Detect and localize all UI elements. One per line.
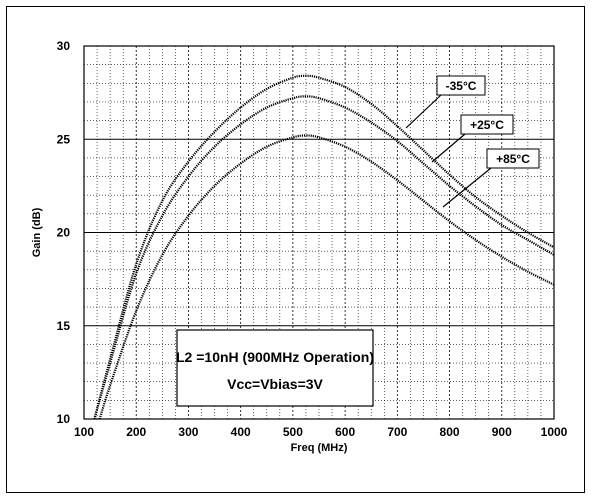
x-tick-label: 800 bbox=[440, 425, 460, 439]
x-axis-title: Freq (MHz) bbox=[291, 442, 348, 454]
x-tick-label: 1000 bbox=[541, 425, 568, 439]
annotation-line-bias: Vcc=Vbias=3V bbox=[227, 376, 323, 392]
x-tick-label: 400 bbox=[231, 425, 251, 439]
series-plus85c-line bbox=[98, 134, 555, 420]
label-plus85c-leader bbox=[442, 167, 492, 208]
annotation-rect bbox=[176, 329, 374, 407]
x-tick-label: 200 bbox=[126, 425, 146, 439]
label-plus85c: +85°C bbox=[496, 152, 530, 166]
series-minus35c-line bbox=[93, 74, 555, 420]
y-axis-title: Gain (dB) bbox=[31, 207, 43, 257]
y-tick-label: 15 bbox=[57, 319, 71, 333]
label-minus35c-leader bbox=[405, 94, 442, 129]
x-tick-label: 900 bbox=[492, 425, 512, 439]
x-tick-label: 100 bbox=[74, 425, 94, 439]
x-tick-label: 300 bbox=[178, 425, 198, 439]
y-tick-label: 10 bbox=[57, 412, 71, 426]
annotation-line-inductor: L2 =10nH (900MHz Operation) bbox=[176, 349, 374, 365]
y-tick-label: 25 bbox=[57, 132, 71, 146]
label-minus35c: -35°C bbox=[446, 79, 477, 93]
label-plus25c-box bbox=[460, 114, 514, 135]
tick-labels: 100 200 300 400 500 600 700 800 900 1000 10 15 20 25 3… bbox=[57, 39, 568, 439]
plot-area-border bbox=[83, 45, 555, 420]
label-plus25c-leader bbox=[431, 133, 466, 163]
x-tick-label: 500 bbox=[283, 425, 303, 439]
x-tick-label: 600 bbox=[335, 425, 355, 439]
label-plus25c: +25°C bbox=[470, 118, 504, 132]
chart-frame bbox=[6, 6, 585, 493]
y-tick-label: 20 bbox=[57, 226, 71, 240]
label-minus35c-box bbox=[436, 75, 486, 96]
label-plus85c-box bbox=[486, 148, 540, 169]
x-tick-label: 700 bbox=[387, 425, 407, 439]
annotation-box: L2 =10nH (900MHz Operation) Vcc=Vbias=3V bbox=[176, 329, 374, 407]
y-tick-label: 30 bbox=[57, 39, 71, 53]
series-plus25c-line bbox=[93, 95, 555, 420]
series-labels: -35°C +25°C +85°C bbox=[405, 75, 540, 208]
series-layer bbox=[93, 74, 555, 420]
